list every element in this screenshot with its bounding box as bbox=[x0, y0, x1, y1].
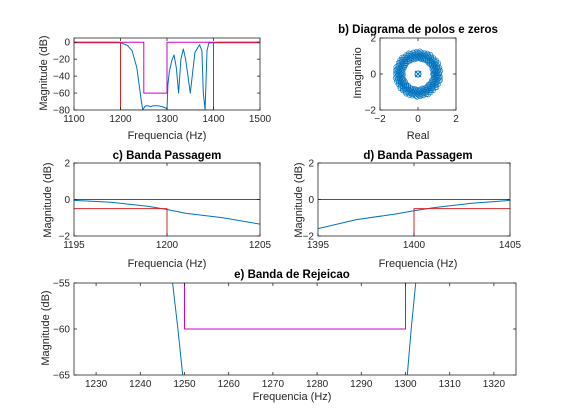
panel-e-xtick-label: 1310 bbox=[439, 379, 462, 390]
panel-b-xtick-label: −2 bbox=[374, 114, 386, 125]
panel-c-series-mask_lower-2 bbox=[74, 208, 168, 236]
panel-c-series bbox=[74, 199, 260, 236]
panel-e-series bbox=[172, 283, 417, 375]
panel-e-ylabel: Magnitude (dB) bbox=[40, 290, 52, 365]
panel-d-xtick-label: 1405 bbox=[499, 240, 522, 251]
panel-a-ytick-label: −60 bbox=[53, 89, 70, 100]
panel-e-ytick-label: −65 bbox=[53, 371, 70, 382]
panel-e-series-mask_upper-2 bbox=[184, 283, 406, 330]
panel-a-ytick-label: 0 bbox=[64, 38, 70, 49]
panel-e-xtick-label: 1260 bbox=[218, 379, 241, 390]
panel-b-xtick-label: 2 bbox=[453, 114, 459, 125]
panel-e-xtick-label: 1290 bbox=[350, 379, 373, 390]
panel-b-pole-point bbox=[436, 72, 443, 78]
panel-a-plot: 1100 1200 1300 1400 1500 −80 −60 −40 −20 0 bbox=[53, 37, 272, 125]
panel-a-xlabel: Frequencia (Hz) bbox=[128, 130, 207, 142]
panel-d-xtick-label: 1395 bbox=[307, 240, 330, 251]
panel-b-ylabel: Imaginario bbox=[352, 47, 364, 98]
panel-e-xtick-label: 1320 bbox=[483, 379, 506, 390]
panel-e-xtick-label: 1250 bbox=[173, 379, 196, 390]
panel-e-series-response-0 bbox=[172, 283, 184, 375]
panel-d-ytick-label: 0 bbox=[308, 195, 314, 206]
panel-c-xlabel: Frequencia (Hz) bbox=[128, 258, 207, 270]
panel-e-series-response-1 bbox=[406, 283, 417, 375]
panel-b-ytick-label: 2 bbox=[370, 34, 376, 45]
panel-d-ytick-label: 2 bbox=[308, 159, 314, 170]
panel-e-ytick-label: −60 bbox=[53, 325, 70, 336]
panel-a-ytick-label: −20 bbox=[53, 55, 70, 66]
panel-e-xtick-label: 1300 bbox=[394, 379, 417, 390]
panel-e-ytick-label: −55 bbox=[53, 279, 70, 290]
panel-e-xtick-label: 1270 bbox=[262, 379, 285, 390]
panel-e-xtick-label: 1230 bbox=[85, 379, 108, 390]
panel-a-series-mask_lower-2 bbox=[74, 42, 260, 110]
panel-d: d) Banda Passagem Frequencia (Hz) Magnit… bbox=[293, 150, 473, 270]
panel-c-ytick-label: 2 bbox=[64, 159, 70, 170]
panel-b-zero-marker bbox=[414, 70, 422, 78]
panel-b-xlabel: Real bbox=[407, 130, 430, 142]
panel-b-pole-point bbox=[431, 71, 437, 77]
panel-e-title: e) Banda de Rejeicao bbox=[234, 269, 350, 281]
panel-e-xtick-label: 1240 bbox=[129, 379, 152, 390]
panel-a-series-mask_upper-1 bbox=[74, 41, 260, 94]
panel-c-ylabel: Magnitude (dB) bbox=[42, 162, 54, 237]
panel-a-xtick-label: 1300 bbox=[156, 114, 179, 125]
panel-a-ylabel: Magnitude (dB) bbox=[38, 35, 50, 110]
panel-d-plot: 1395 1400 1405 −2 0 2 bbox=[303, 159, 522, 252]
panel-b-title: b) Diagrama de polos e zeros bbox=[338, 24, 498, 36]
panel-a-ytick-label: −80 bbox=[53, 106, 70, 117]
panel-d-ytick-label: −2 bbox=[303, 232, 315, 243]
panel-a-xtick-label: 1200 bbox=[109, 114, 132, 125]
panel-c-plot: 1195 1200 1205 −2 0 2 bbox=[59, 159, 272, 252]
panel-e: e) Banda de Rejeicao Frequencia (Hz) Mag… bbox=[40, 269, 350, 403]
panel-c-title: c) Banda Passagem bbox=[113, 150, 222, 162]
panel-b-xtick-label: 0 bbox=[415, 114, 421, 125]
panel-d-xlabel: Frequencia (Hz) bbox=[379, 258, 458, 270]
panel-b-plot: −2 0 2 −2 0 2 bbox=[365, 34, 460, 126]
panel-b-pole-point bbox=[433, 72, 439, 78]
panel-d-series bbox=[318, 199, 510, 236]
panel-b-series bbox=[392, 48, 444, 100]
panel-a-xtick-label: 1100 bbox=[63, 114, 85, 125]
panel-a-xtick-label: 1400 bbox=[202, 114, 225, 125]
panel-c-xtick-label: 1205 bbox=[249, 240, 272, 251]
panel-d-title: d) Banda Passagem bbox=[363, 150, 472, 162]
panel-a: Frequencia (Hz) Magnitude (dB) bbox=[38, 35, 206, 142]
panel-a-series-response_full-0 bbox=[74, 41, 260, 110]
panel-c-xtick-label: 1200 bbox=[156, 240, 179, 251]
panel-e-xlabel: Frequencia (Hz) bbox=[253, 391, 332, 403]
panel-c: c) Banda Passagem Frequencia (Hz) Magnit… bbox=[42, 150, 221, 270]
panel-d-ylabel: Magnitude (dB) bbox=[293, 162, 305, 237]
panel-b-pole-point bbox=[393, 64, 399, 70]
panel-c-ytick-label: 0 bbox=[64, 195, 70, 206]
panel-a-series bbox=[74, 41, 260, 110]
panel-b-ytick-label: 0 bbox=[370, 70, 376, 81]
panel-d-series-mask_lower-2 bbox=[413, 208, 510, 236]
panel-b-pole-point bbox=[430, 72, 436, 78]
panel-e-xtick-label: 1280 bbox=[306, 379, 329, 390]
panel-e-plot: 1230 1240 1250 1260 1270 1280 1290 1300 1310 1320… bbox=[53, 279, 517, 390]
panel-a-ytick-label: −40 bbox=[53, 72, 70, 83]
panel-d-xtick-label: 1400 bbox=[403, 240, 426, 251]
panel-b-ytick-label: −2 bbox=[365, 106, 377, 117]
panel-c-xtick-label: 1195 bbox=[63, 240, 85, 251]
panel-c-ytick-label: −2 bbox=[59, 232, 71, 243]
panel-a-xtick-label: 1500 bbox=[249, 114, 272, 125]
